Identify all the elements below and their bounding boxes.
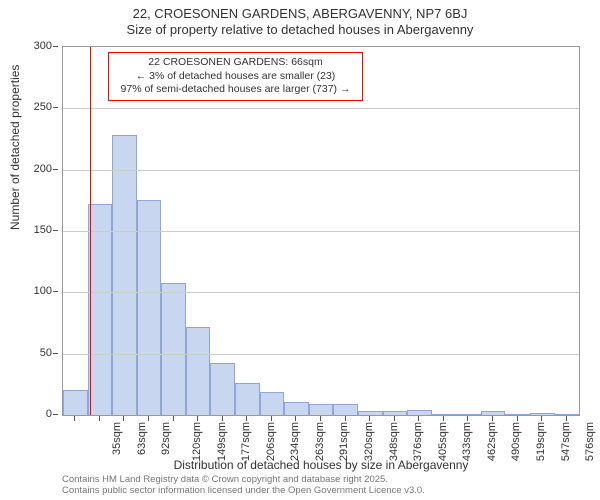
histogram-bar bbox=[63, 390, 88, 415]
x-tick-mark bbox=[517, 416, 518, 421]
x-tick-mark bbox=[345, 416, 346, 421]
histogram-bar bbox=[407, 410, 432, 415]
x-tick-label: 234sqm bbox=[289, 422, 301, 461]
x-tick-label: 63sqm bbox=[136, 422, 148, 455]
y-tick-mark bbox=[53, 46, 58, 47]
x-tick-label: 576sqm bbox=[584, 422, 596, 461]
y-tick-mark bbox=[53, 107, 58, 108]
x-tick-label: 92sqm bbox=[160, 422, 172, 455]
x-tick-mark bbox=[467, 416, 468, 421]
histogram-bar bbox=[481, 411, 506, 415]
histogram-bar bbox=[112, 135, 137, 415]
histogram-bar bbox=[358, 411, 383, 415]
x-tick-mark bbox=[394, 416, 395, 421]
gridline bbox=[63, 108, 579, 109]
x-tick-mark bbox=[222, 416, 223, 421]
chart-title-line1: 22, CROESONEN GARDENS, ABERGAVENNY, NP7 … bbox=[0, 0, 600, 22]
x-tick-mark bbox=[418, 416, 419, 421]
histogram-bar bbox=[137, 200, 162, 415]
x-tick-label: 35sqm bbox=[111, 422, 123, 455]
x-tick-label: 519sqm bbox=[535, 422, 547, 461]
histogram-bar bbox=[186, 327, 211, 415]
x-tick-mark bbox=[566, 416, 567, 421]
x-tick-mark bbox=[246, 416, 247, 421]
y-tick-mark bbox=[53, 414, 58, 415]
x-axis-label: Distribution of detached houses by size … bbox=[62, 458, 580, 472]
y-tick-mark bbox=[53, 169, 58, 170]
histogram-bar bbox=[309, 404, 334, 415]
histogram-bar bbox=[555, 414, 580, 415]
gridline bbox=[63, 354, 579, 355]
y-tick-mark bbox=[53, 291, 58, 292]
y-axis-label: Number of detached properties bbox=[8, 65, 22, 230]
histogram-bar bbox=[284, 402, 309, 415]
x-tick-label: 320sqm bbox=[363, 422, 375, 461]
x-tick-mark bbox=[369, 416, 370, 421]
x-tick-label: 405sqm bbox=[437, 422, 449, 461]
histogram-bar bbox=[333, 404, 358, 415]
annotation-line1: 22 CROESONEN GARDENS: 66sqm bbox=[115, 56, 356, 70]
x-tick-label: 348sqm bbox=[388, 422, 400, 461]
footer-attribution: Contains HM Land Registry data © Crown c… bbox=[62, 475, 425, 497]
x-tick-mark bbox=[492, 416, 493, 421]
x-tick-label: 376sqm bbox=[412, 422, 424, 461]
histogram-bar bbox=[505, 414, 530, 415]
x-tick-mark bbox=[197, 416, 198, 421]
x-tick-mark bbox=[541, 416, 542, 421]
y-tick-label: 50 bbox=[2, 347, 52, 359]
histogram-bar bbox=[383, 411, 408, 415]
annotation-line2: ← 3% of detached houses are smaller (23) bbox=[115, 70, 356, 84]
histogram-bar bbox=[235, 383, 260, 415]
gridline bbox=[63, 170, 579, 171]
chart-title-line2: Size of property relative to detached ho… bbox=[0, 22, 600, 37]
x-tick-mark bbox=[123, 416, 124, 421]
x-tick-label: 291sqm bbox=[339, 422, 351, 461]
x-tick-mark bbox=[148, 416, 149, 421]
y-tick-mark bbox=[53, 230, 58, 231]
histogram-bar bbox=[432, 414, 457, 415]
x-tick-mark bbox=[295, 416, 296, 421]
histogram-bar bbox=[530, 413, 555, 415]
x-tick-label: 547sqm bbox=[560, 422, 572, 461]
y-tick-label: 100 bbox=[2, 285, 52, 297]
x-tick-label: 177sqm bbox=[240, 422, 252, 461]
x-tick-label: 462sqm bbox=[486, 422, 498, 461]
histogram-bar bbox=[456, 414, 481, 415]
y-tick-label: 0 bbox=[2, 408, 52, 420]
x-tick-label: 490sqm bbox=[511, 422, 523, 461]
x-tick-label: 120sqm bbox=[191, 422, 203, 461]
footer-line2: Contains public sector information licen… bbox=[62, 486, 425, 497]
x-tick-label: 263sqm bbox=[314, 422, 326, 461]
histogram-bar bbox=[210, 363, 235, 415]
y-tick-label: 300 bbox=[2, 40, 52, 52]
x-tick-mark bbox=[271, 416, 272, 421]
histogram-bar bbox=[260, 392, 285, 415]
x-tick-mark bbox=[99, 416, 100, 421]
annotation-line3: 97% of semi-detached houses are larger (… bbox=[115, 83, 356, 97]
x-tick-label: 206sqm bbox=[265, 422, 277, 461]
y-tick-mark bbox=[53, 353, 58, 354]
x-tick-mark bbox=[173, 416, 174, 421]
gridline bbox=[63, 292, 579, 293]
plot-area: 22 CROESONEN GARDENS: 66sqm← 3% of detac… bbox=[62, 46, 580, 416]
gridline bbox=[63, 231, 579, 232]
x-tick-mark bbox=[320, 416, 321, 421]
histogram-bar bbox=[161, 283, 186, 415]
x-tick-label: 433sqm bbox=[461, 422, 473, 461]
x-tick-mark bbox=[74, 416, 75, 421]
property-marker-line bbox=[90, 47, 91, 415]
x-tick-mark bbox=[443, 416, 444, 421]
annotation-box: 22 CROESONEN GARDENS: 66sqm← 3% of detac… bbox=[108, 52, 363, 101]
x-tick-label: 149sqm bbox=[216, 422, 228, 461]
